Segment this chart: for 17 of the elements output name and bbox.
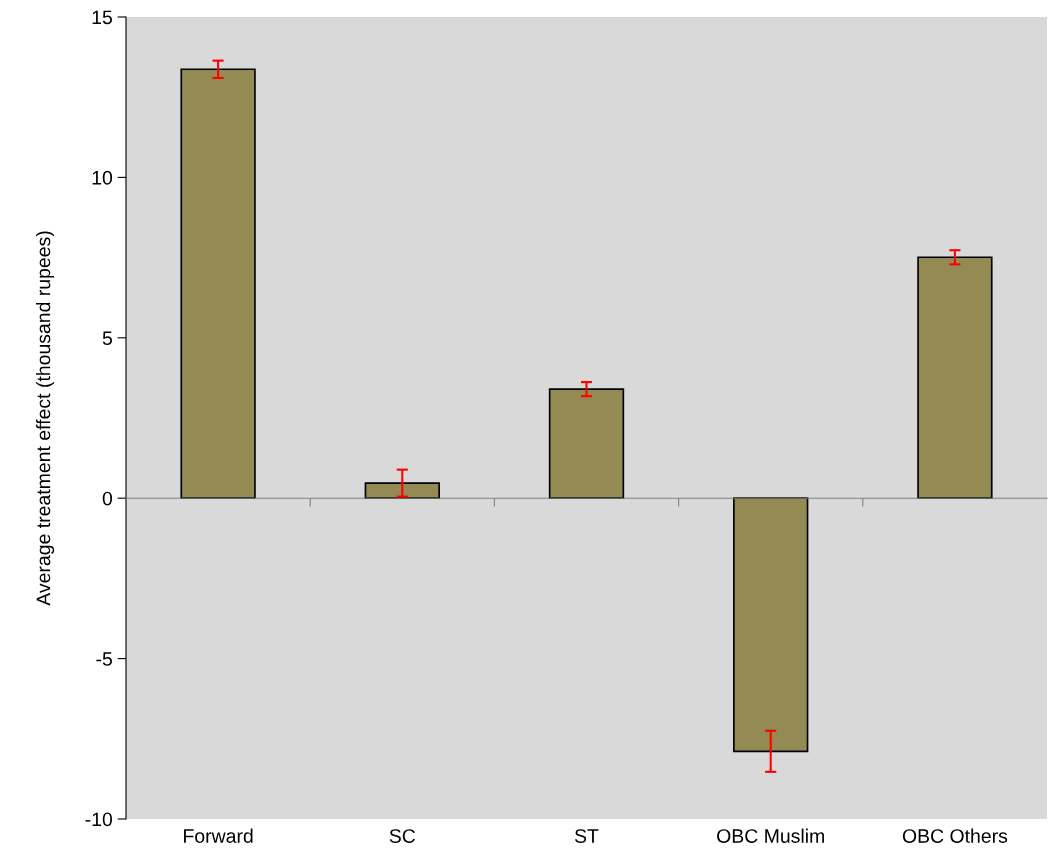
bar [548, 388, 625, 500]
y-axis-title: Average treatment effect (thousand rupees) [36, 231, 55, 606]
bar [733, 497, 809, 753]
y-tick-label: 15 [92, 10, 112, 25]
x-tick-label: ST [574, 829, 599, 843]
bar [180, 68, 256, 500]
y-tick-label: 0 [102, 491, 113, 506]
y-tick-label: -5 [96, 652, 112, 666]
x-tick-label: SC [389, 829, 416, 843]
x-tick-label: Forward [184, 828, 253, 843]
bar [364, 482, 440, 500]
x-tick-label: OBC Muslim [717, 828, 824, 843]
x-tick-label: OBC Others [902, 828, 1008, 843]
y-tick-label: -10 [85, 812, 113, 827]
bar [917, 256, 993, 500]
y-tick-label: 10 [92, 170, 113, 185]
y-tick-label: 5 [102, 331, 112, 346]
